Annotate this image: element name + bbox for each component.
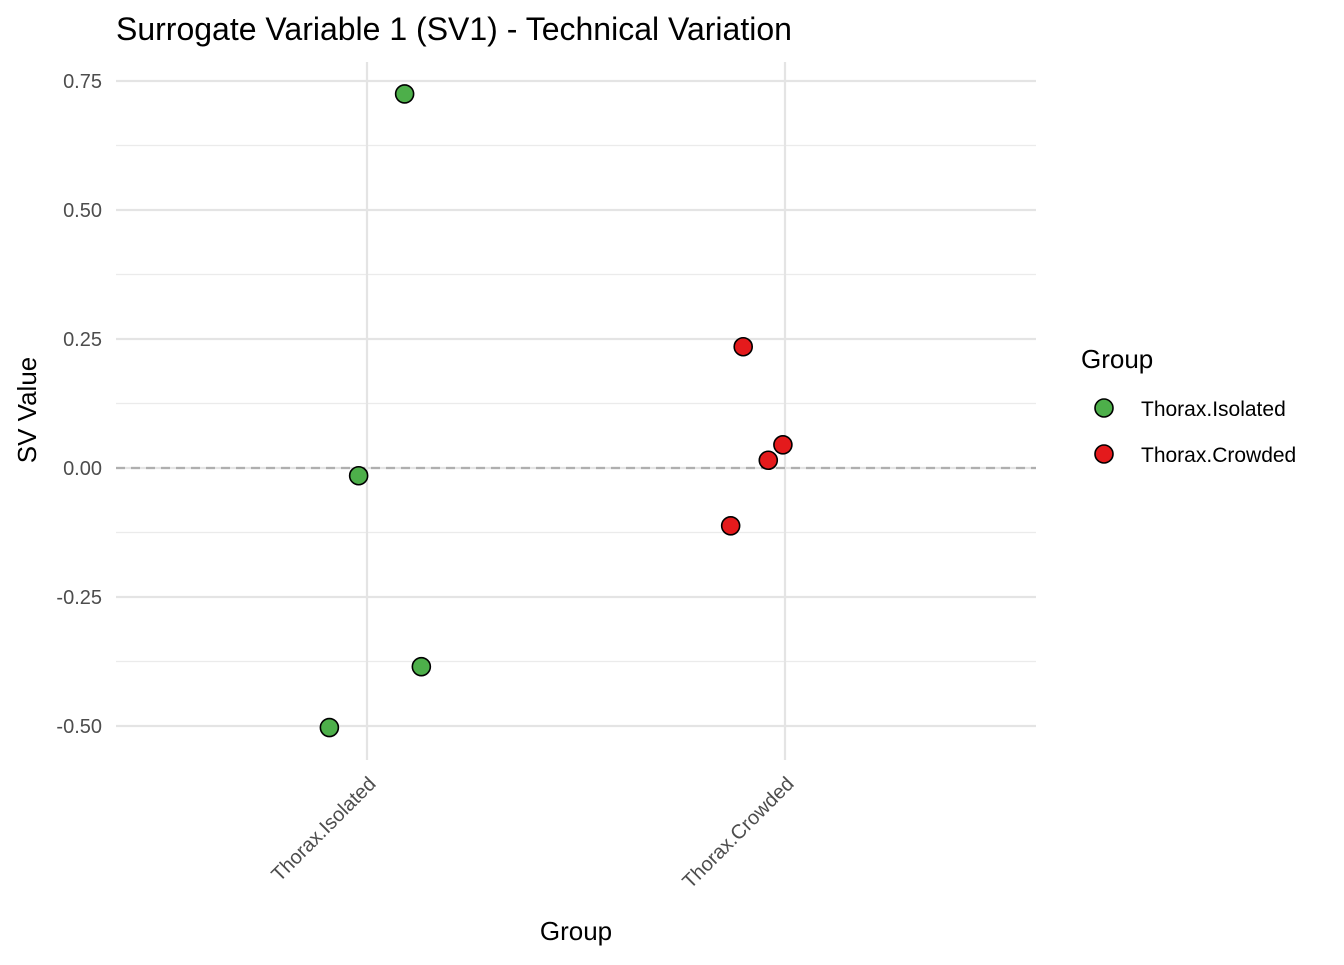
legend-title: Group: [1081, 344, 1153, 374]
legend-key: [1094, 398, 1114, 418]
y-axis-title: SV Value: [12, 357, 42, 463]
y-tick-label: 0.75: [63, 71, 102, 93]
axis-layer: -0.50 -0.25 0.00 0.25 0.50 0.75 Thorax.Isolate…: [56, 71, 798, 893]
data-point: [773, 434, 793, 455]
x-tick-label: Thorax.Isolated: [267, 773, 380, 886]
grid-layer: [116, 62, 1036, 760]
x-tick-label: Thorax.Crowded: [678, 773, 798, 893]
legend: Group Thorax.Isolated Thorax.Crowded: [1081, 344, 1296, 467]
legend-key: [1094, 444, 1114, 464]
data-point: [411, 656, 432, 677]
y-tick-label: 0.25: [63, 329, 102, 351]
x-axis-title: Group: [540, 916, 612, 946]
data-point: [758, 450, 779, 471]
y-tick-label: 0.00: [63, 458, 102, 480]
data-point: [319, 717, 340, 738]
data-point: [733, 336, 754, 357]
data-point: [394, 84, 415, 104]
data-point: [720, 515, 741, 536]
point-layer: [319, 84, 793, 738]
data-point: [348, 465, 369, 486]
legend-label: Thorax.Isolated: [1141, 398, 1286, 421]
y-tick-label: 0.50: [63, 200, 102, 222]
y-tick-label: -0.25: [56, 587, 102, 609]
legend-label: Thorax.Crowded: [1141, 444, 1296, 467]
y-tick-label: -0.50: [56, 716, 102, 738]
chart-title: Surrogate Variable 1 (SV1) - Technical V…: [116, 11, 792, 47]
